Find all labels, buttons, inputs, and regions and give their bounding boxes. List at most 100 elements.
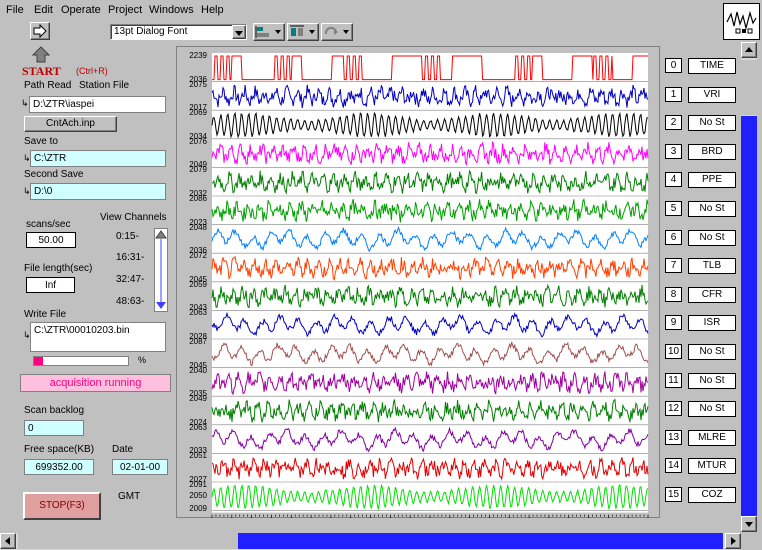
hscroll-thumb[interactable] bbox=[238, 533, 723, 549]
date-field: 02-01-00 bbox=[112, 459, 168, 475]
hscroll-track-left[interactable] bbox=[18, 533, 238, 549]
scans-field[interactable]: 50.00 bbox=[26, 232, 76, 248]
menu-file[interactable]: File bbox=[6, 4, 24, 16]
series-line-13 bbox=[211, 426, 649, 453]
station-file-value: CntAch.inp bbox=[46, 118, 95, 129]
channel-index: 11 bbox=[665, 372, 682, 388]
scans-label: scans/sec bbox=[26, 219, 71, 230]
scroll-up-button[interactable] bbox=[741, 42, 757, 58]
save-to-field[interactable]: C:\ZTR bbox=[30, 150, 166, 167]
channel-name[interactable]: BRD bbox=[688, 143, 736, 160]
ymax-label-4: 2079 bbox=[189, 165, 207, 175]
scroll-thumb[interactable] bbox=[741, 116, 757, 516]
scroll-right-button[interactable] bbox=[725, 533, 741, 549]
menu-project[interactable]: Project bbox=[108, 4, 143, 16]
menu-edit[interactable]: Edit bbox=[34, 4, 53, 16]
channel-name[interactable]: No St bbox=[688, 201, 736, 217]
channel-name[interactable]: No St bbox=[688, 344, 736, 360]
path-read-field[interactable]: D:\ZTR\iaspei bbox=[29, 96, 166, 113]
free-space-field: 699352.00 bbox=[24, 459, 94, 475]
font-select[interactable]: 13pt Dialog Font bbox=[110, 24, 247, 40]
start-arrow-icon[interactable] bbox=[32, 46, 50, 63]
channel-name[interactable]: VRI bbox=[688, 86, 736, 103]
channel-index: 9 bbox=[665, 315, 682, 331]
channel-index: 5 bbox=[665, 201, 682, 216]
waveform-chart bbox=[211, 53, 649, 518]
channel-name[interactable]: No St bbox=[688, 115, 736, 132]
ymin-label-13: 2033 bbox=[189, 446, 207, 456]
series-line-12 bbox=[211, 398, 649, 423]
chevron-down-icon bbox=[745, 522, 753, 527]
ymin-label-8: 2043 bbox=[189, 303, 207, 313]
channel-name[interactable]: TIME bbox=[688, 58, 736, 74]
channel-index: 8 bbox=[665, 286, 682, 302]
channel-index: 13 bbox=[665, 429, 682, 445]
ymax-label-13: 2063 bbox=[189, 422, 207, 432]
ymax-label-15: 2091 bbox=[189, 480, 207, 489]
ymin-label-15: 2009 bbox=[189, 503, 207, 513]
series-line-2 bbox=[211, 111, 649, 139]
channel-name[interactable]: CFR bbox=[688, 286, 736, 303]
scroll-track-top[interactable] bbox=[741, 60, 757, 115]
channel-name[interactable]: COZ bbox=[688, 487, 736, 503]
start-shortcut: (Ctrl+R) bbox=[76, 66, 108, 76]
run-arrow-icon bbox=[33, 23, 47, 39]
channel-slider[interactable] bbox=[154, 228, 168, 312]
progress-fill bbox=[34, 357, 44, 365]
station-file-button[interactable]: CntAch.inp bbox=[24, 116, 117, 132]
scroll-corner bbox=[741, 533, 762, 550]
channel-name[interactable]: MLRE bbox=[688, 429, 736, 446]
distribute-button[interactable] bbox=[287, 23, 319, 41]
ymin-label-12: 2024 bbox=[189, 417, 207, 427]
series-line-5 bbox=[211, 197, 649, 223]
ymin-label-4: 2032 bbox=[189, 189, 207, 198]
progress-percent-label: % bbox=[138, 355, 147, 365]
second-save-field[interactable]: D:\0 bbox=[30, 183, 166, 200]
scans-value: 50.00 bbox=[38, 235, 64, 246]
chevron-right-icon bbox=[731, 537, 736, 545]
font-dropdown-button[interactable] bbox=[232, 25, 246, 39]
slider-tick-2: 32:47- bbox=[116, 274, 145, 285]
menu-windows[interactable]: Windows bbox=[149, 4, 194, 16]
scroll-left-button[interactable] bbox=[0, 533, 16, 549]
channel-index: 12 bbox=[665, 401, 682, 417]
write-file-field[interactable]: C:\ZTR\00010203.bin bbox=[30, 322, 166, 352]
channel-name[interactable]: PPE bbox=[688, 172, 736, 189]
file-length-field[interactable]: Inf bbox=[26, 277, 75, 293]
stop-button[interactable]: STOP(F3) bbox=[23, 492, 101, 520]
view-channels-label: View Channels bbox=[100, 212, 167, 223]
stop-label: STOP(F3) bbox=[39, 500, 85, 511]
channel-name[interactable]: MTUR bbox=[688, 458, 736, 475]
ymax-label-1: 2075 bbox=[189, 79, 207, 89]
align-button[interactable] bbox=[253, 23, 285, 41]
channel-name[interactable]: No St bbox=[688, 401, 736, 418]
channel-name[interactable]: No St bbox=[688, 372, 736, 389]
series-line-3 bbox=[211, 140, 649, 166]
reorder-button[interactable] bbox=[321, 23, 353, 41]
channel-name[interactable]: No St bbox=[688, 229, 736, 246]
scan-backlog-field: 0 bbox=[24, 420, 84, 436]
ymin-label-1: 2017 bbox=[189, 103, 207, 113]
ymax-label-2: 2069 bbox=[189, 108, 207, 118]
status-text: acquisition running bbox=[49, 377, 142, 389]
menu-operate[interactable]: Operate bbox=[61, 4, 101, 16]
menu-help[interactable]: Help bbox=[201, 4, 224, 16]
write-path-icon: ↳ bbox=[23, 330, 31, 340]
channel-name[interactable]: TLB bbox=[688, 258, 736, 275]
run-arrow-button[interactable] bbox=[30, 22, 50, 40]
vertical-scrollbar[interactable] bbox=[741, 42, 757, 532]
free-space-value: 699352.00 bbox=[35, 462, 83, 473]
slider-track-icon bbox=[155, 230, 167, 309]
path-read-label: Path Read bbox=[24, 80, 72, 91]
series-line-11 bbox=[211, 370, 649, 396]
horizontal-scrollbar[interactable] bbox=[0, 533, 741, 550]
scan-backlog-label: Scan backlog bbox=[24, 405, 85, 416]
channel-index: 7 bbox=[665, 258, 682, 274]
scroll-down-button[interactable] bbox=[741, 516, 757, 532]
channel-name[interactable]: ISR bbox=[688, 315, 736, 332]
channel-index: 4 bbox=[665, 172, 682, 188]
start-label[interactable]: START bbox=[22, 64, 61, 78]
channel-index: 15 bbox=[665, 487, 682, 502]
ymin-label-2: 2034 bbox=[189, 131, 207, 141]
ymax-label-8: 2059 bbox=[189, 279, 207, 289]
